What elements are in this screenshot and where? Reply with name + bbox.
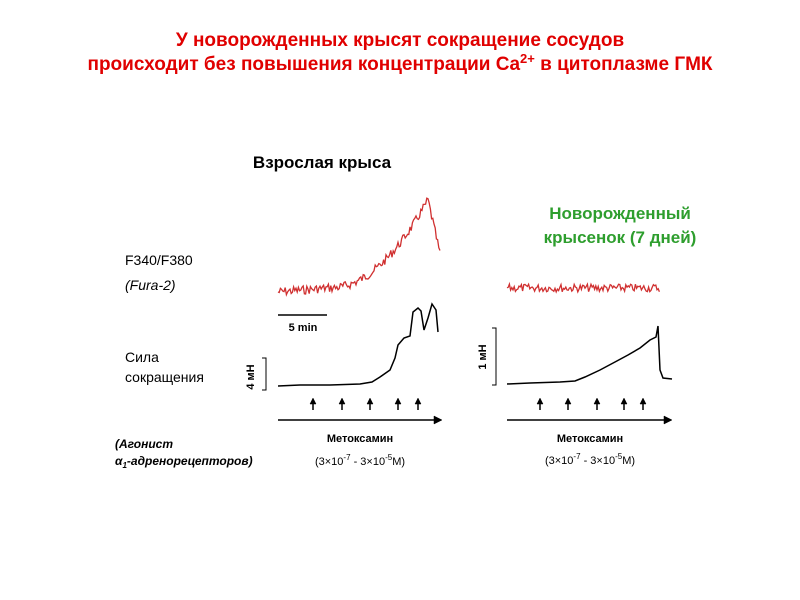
conc: М) bbox=[622, 455, 635, 467]
newborn-force-trace bbox=[506, 325, 673, 385]
arrow-part bbox=[366, 397, 374, 405]
adult-label: Взрослая крыса bbox=[253, 153, 392, 172]
alpha-sub: 1 bbox=[122, 461, 127, 470]
conc: - 3×10 bbox=[351, 456, 386, 468]
newborn-force-scale-label: 1 мН bbox=[477, 344, 489, 369]
conc-exp: -5 bbox=[385, 453, 393, 462]
arrow-part bbox=[620, 397, 628, 405]
title-line: У новорожденных крысят сокращение сосудо… bbox=[176, 30, 624, 51]
conc: (3×10 bbox=[545, 455, 573, 467]
newborn-calcium-trace bbox=[506, 281, 661, 294]
application-arrows bbox=[278, 397, 673, 425]
adult-force-trace bbox=[277, 302, 439, 387]
arrow-part bbox=[338, 397, 346, 405]
adult-drug: Метоксамин bbox=[327, 433, 393, 445]
force-label: Сила bbox=[125, 349, 159, 365]
ratio-label: F340/F380 bbox=[125, 252, 193, 268]
conc: М) bbox=[392, 456, 405, 468]
adult-conc: (3×10-7 - 3×10-5М) bbox=[315, 453, 405, 468]
title-text: в цитоплазме ГМК bbox=[535, 54, 713, 75]
conc: - 3×10 bbox=[581, 455, 616, 467]
time-scale-label: 5 min bbox=[289, 322, 318, 334]
conc-exp: -5 bbox=[615, 452, 623, 461]
conc: (3×10 bbox=[315, 456, 343, 468]
arrow-part bbox=[639, 397, 647, 405]
arrow-part bbox=[663, 415, 673, 425]
adult-force-scale-label: 4 мН bbox=[245, 364, 257, 389]
arrow-part bbox=[433, 415, 443, 425]
arrow-part bbox=[564, 397, 572, 405]
arrow-part bbox=[536, 397, 544, 405]
adult-calcium-trace bbox=[277, 197, 441, 297]
alpha: α bbox=[115, 454, 123, 468]
arrow-part bbox=[309, 397, 317, 405]
title-line: происходит без повышения концентрации Ca… bbox=[87, 51, 712, 75]
conc-exp: -7 bbox=[573, 452, 581, 461]
agonist-text: -адренорецепторов) bbox=[127, 454, 253, 468]
agonist-label: (Агонист bbox=[115, 437, 173, 451]
dye-label: (Fura-2) bbox=[125, 277, 176, 293]
force-label: сокращения bbox=[125, 369, 204, 385]
newborn-conc: (3×10-7 - 3×10-5М) bbox=[545, 452, 635, 467]
newborn-label: Новорожденный bbox=[549, 204, 691, 223]
arrow-part bbox=[414, 397, 422, 405]
newborn-drug: Метоксамин bbox=[557, 433, 623, 445]
title-sup: 2+ bbox=[520, 51, 535, 66]
conc-exp: -7 bbox=[343, 453, 351, 462]
newborn-label: крысенок (7 дней) bbox=[544, 228, 697, 247]
adult-force-scale bbox=[262, 357, 267, 391]
arrow-part bbox=[593, 397, 601, 405]
arrow-part bbox=[394, 397, 402, 405]
newborn-force-scale bbox=[492, 327, 497, 386]
title-text: происходит без повышения концентрации Ca bbox=[87, 54, 520, 75]
agonist-label: α1-адренорецепторов) bbox=[115, 454, 253, 470]
